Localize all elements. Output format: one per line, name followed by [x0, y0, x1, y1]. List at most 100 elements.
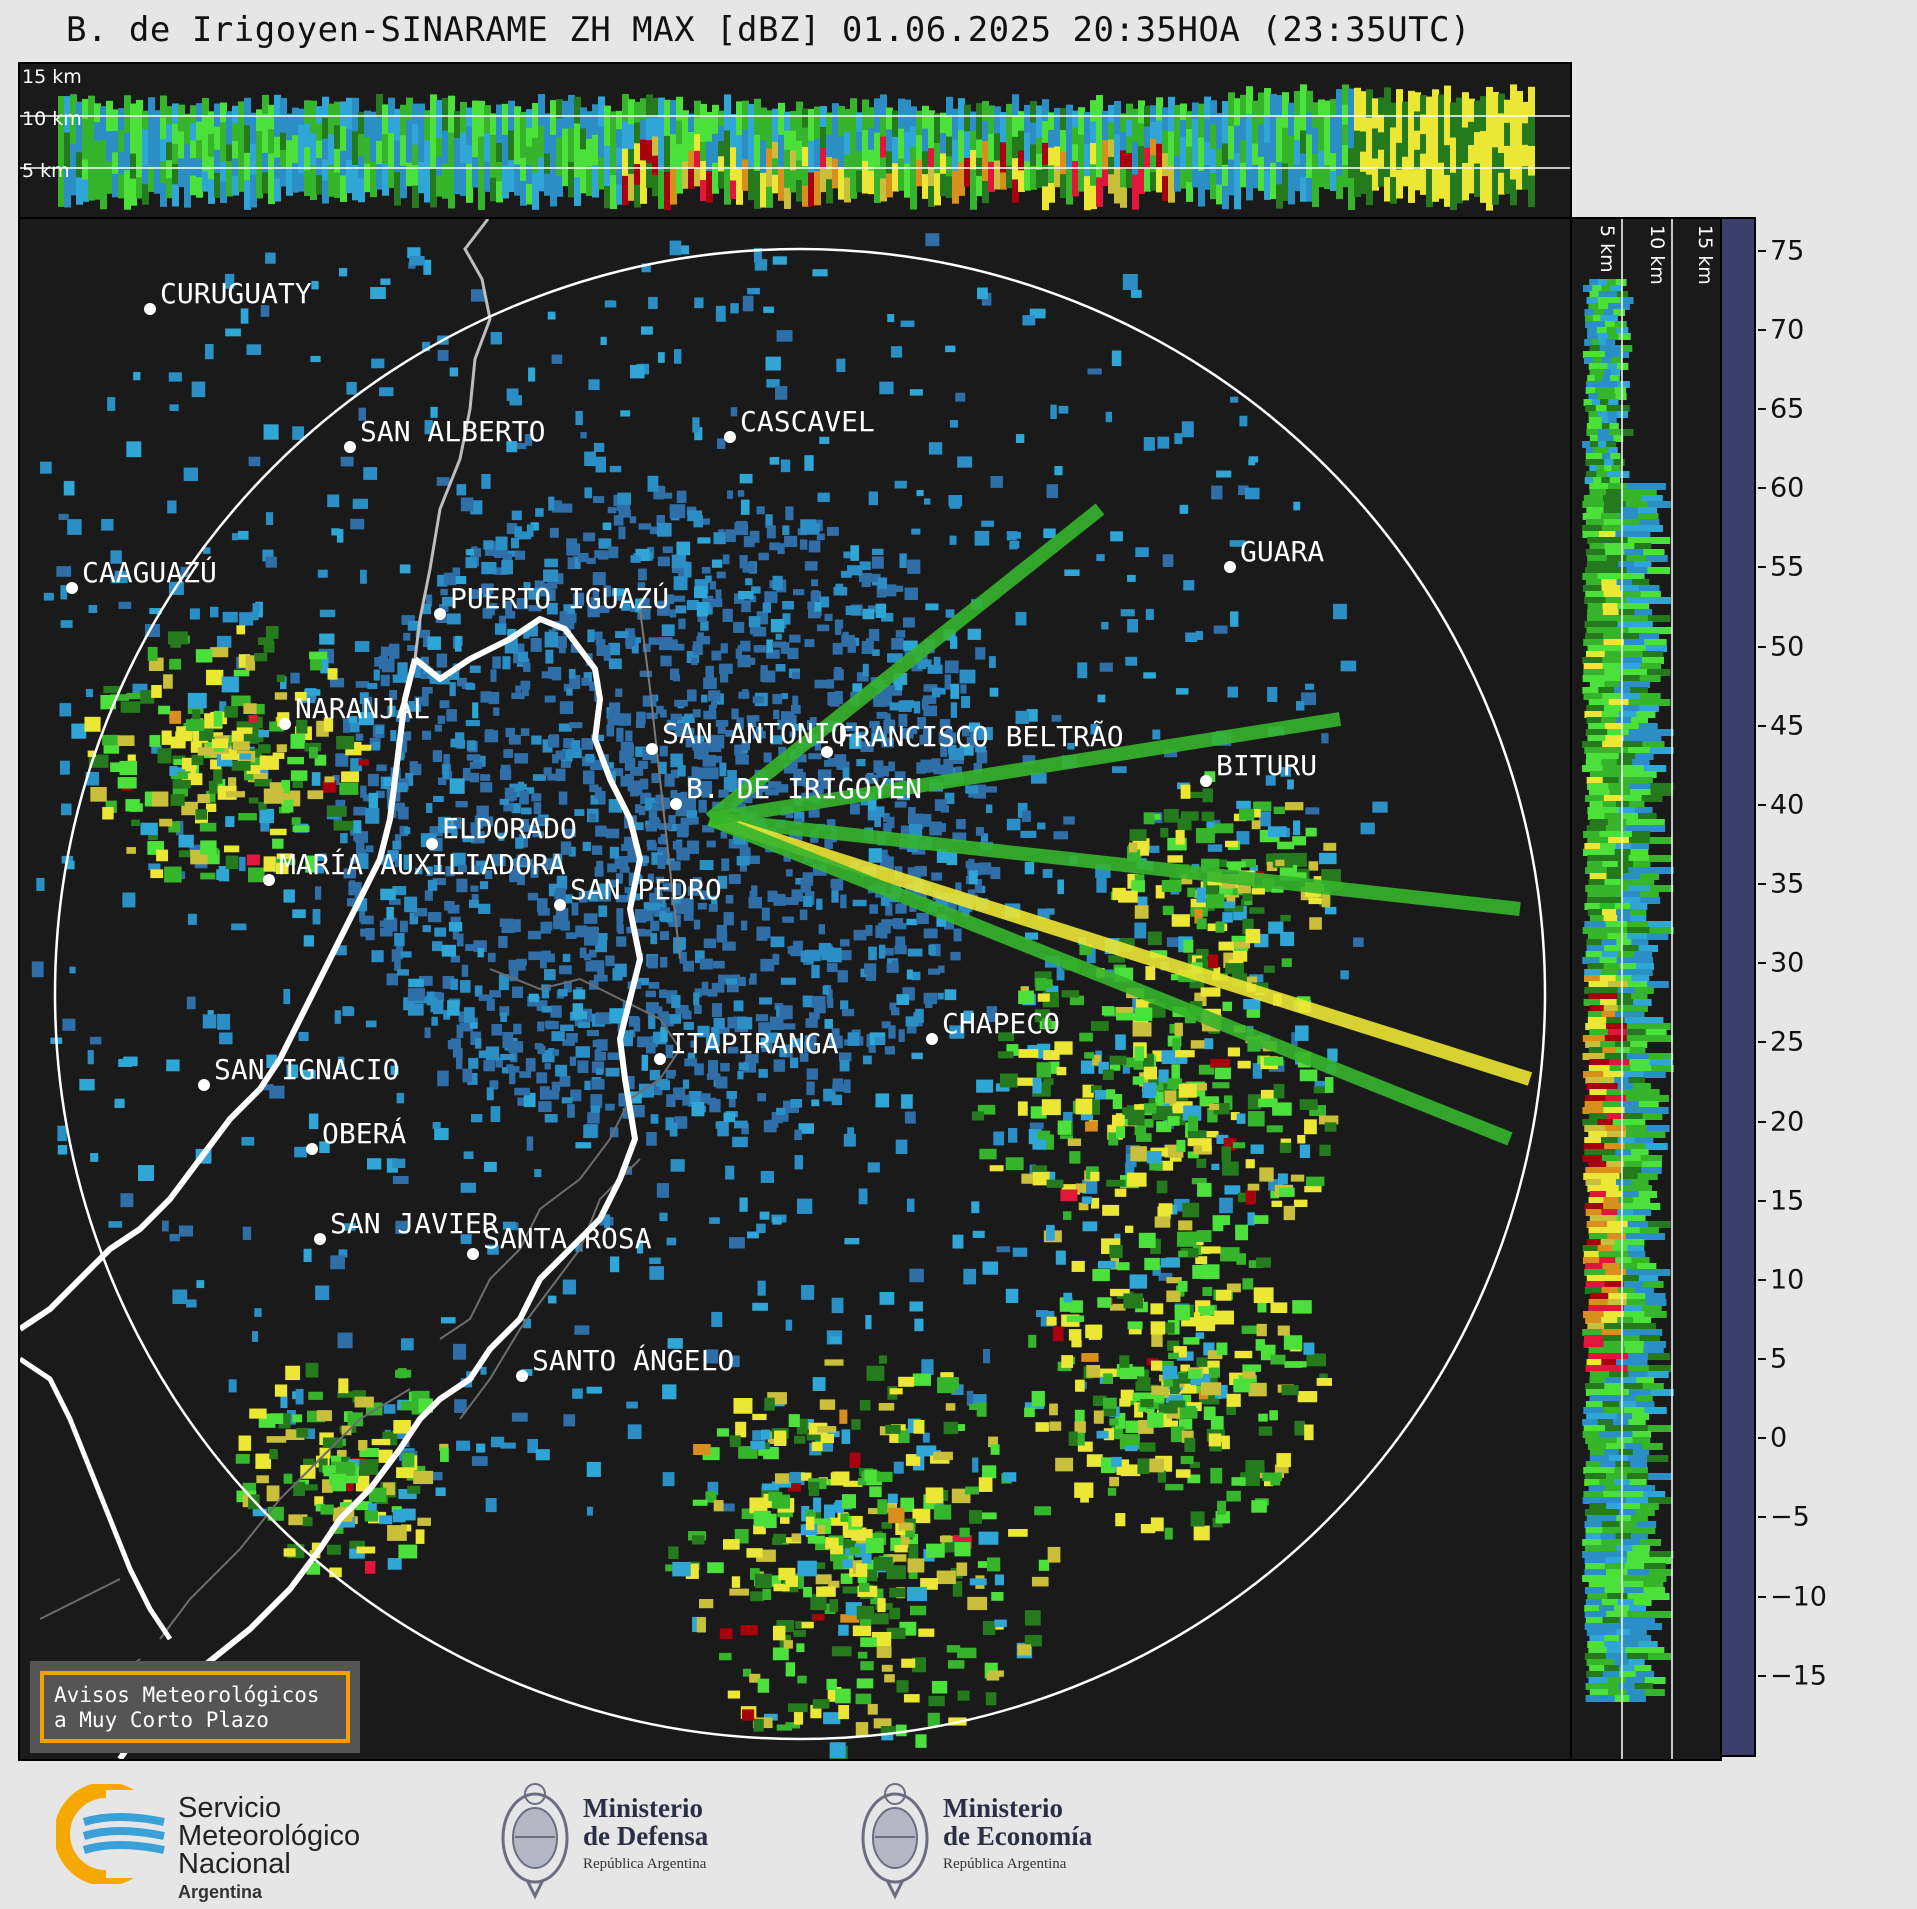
- echo-cell: [114, 570, 128, 584]
- city-marker[interactable]: [314, 1233, 326, 1245]
- echo-cell: [250, 112, 257, 146]
- city-marker[interactable]: [434, 608, 446, 620]
- echo-cell: [566, 538, 578, 550]
- echo-cell: [834, 622, 842, 635]
- city-marker[interactable]: [467, 1248, 479, 1260]
- echo-cell: [1396, 89, 1403, 118]
- city-marker[interactable]: [344, 441, 356, 453]
- city-marker[interactable]: [670, 798, 682, 810]
- echo-cell: [772, 575, 783, 591]
- echo-cell: [697, 902, 707, 910]
- echo-cell: [265, 512, 274, 525]
- echo-cell: [490, 113, 497, 137]
- echo-cell: [527, 1438, 538, 1453]
- echo-cell: [531, 793, 542, 802]
- city-marker[interactable]: [821, 746, 833, 758]
- city-marker[interactable]: [516, 1370, 528, 1382]
- echo-cell: [700, 741, 715, 749]
- city-marker[interactable]: [1224, 561, 1236, 573]
- echo-cell: [443, 1010, 451, 1020]
- echo-cell: [1619, 543, 1637, 550]
- echo-cell: [645, 1042, 656, 1054]
- echo-cell: [1063, 1211, 1072, 1220]
- echo-cell: [431, 1016, 438, 1026]
- echo-cell: [929, 821, 942, 836]
- echo-cell: [305, 1362, 319, 1378]
- notice-box[interactable]: Avisos Meteorológicos a Muy Corto Plazo: [30, 1661, 360, 1753]
- echo-cell: [382, 134, 389, 166]
- echo-cell: [595, 456, 607, 473]
- echo-cell: [688, 131, 695, 153]
- echo-cell: [1181, 1430, 1194, 1443]
- city-marker[interactable]: [646, 743, 658, 755]
- city-marker[interactable]: [279, 718, 291, 730]
- echo-cell: [912, 1373, 931, 1386]
- echo-cell: [1030, 122, 1037, 147]
- city-marker[interactable]: [926, 1033, 938, 1045]
- echo-cell: [1216, 1289, 1232, 1301]
- echo-cell: [387, 705, 396, 717]
- echo-cell: [433, 864, 443, 872]
- echo-cell: [904, 163, 911, 198]
- echo-cell: [1018, 150, 1025, 173]
- echo-cell: [752, 1413, 767, 1421]
- argentina-border-west[interactable]: [20, 658, 418, 1332]
- echo-cell: [669, 504, 686, 519]
- echo-cell: [1171, 914, 1190, 927]
- echo-cell: [298, 173, 305, 192]
- echo-cell: [506, 441, 518, 453]
- city-marker[interactable]: [654, 1053, 666, 1065]
- echo-cell: [884, 1046, 895, 1055]
- echo-cell: [475, 860, 487, 874]
- echo-cell: [221, 753, 240, 760]
- echo-cell: [1258, 92, 1265, 127]
- city-marker[interactable]: [1200, 775, 1212, 787]
- echo-cell: [1149, 1161, 1163, 1171]
- echo-cell: [391, 789, 401, 802]
- echo-cell: [705, 1491, 717, 1503]
- echo-cell: [747, 718, 757, 727]
- echo-cell: [1604, 387, 1617, 394]
- echo-cell: [905, 1454, 921, 1466]
- echo-cell: [1012, 115, 1019, 139]
- echo-cell: [316, 1410, 332, 1422]
- echo-cell: [394, 782, 408, 793]
- city-marker[interactable]: [724, 431, 736, 443]
- echo-cell: [1235, 1224, 1249, 1241]
- echo-cell: [622, 175, 629, 206]
- echo-cell: [868, 946, 877, 961]
- echo-cell: [666, 858, 675, 865]
- echo-cell: [1187, 1130, 1207, 1139]
- city-marker[interactable]: [144, 303, 156, 315]
- echo-cell: [247, 772, 268, 783]
- echo-cell: [238, 160, 245, 192]
- echo-cell: [1190, 1373, 1211, 1386]
- city-marker[interactable]: [554, 899, 566, 911]
- echo-cell: [596, 860, 604, 870]
- echo-cell: [178, 834, 194, 848]
- echo-cell: [224, 706, 238, 718]
- radar-map-panel[interactable]: CURUGUATY SAN ALBERTO CASCAVEL CAAGUAZÚ PUER…: [18, 217, 1572, 1761]
- echo-cell: [783, 1640, 793, 1649]
- echo-cell: [1213, 1103, 1230, 1115]
- echo-cell: [1216, 166, 1223, 187]
- echo-cell: [1084, 112, 1091, 147]
- echo-cell: [536, 1000, 548, 1012]
- city-marker[interactable]: [263, 874, 275, 886]
- echo-cell: [1069, 1151, 1081, 1164]
- echo-cell: [730, 147, 737, 166]
- echo-cell: [552, 853, 563, 861]
- city-marker[interactable]: [306, 1143, 318, 1155]
- city-marker[interactable]: [426, 838, 438, 850]
- echo-cell: [1158, 1203, 1173, 1215]
- echo-cell: [370, 178, 377, 198]
- argentina-border[interactable]: [117, 616, 643, 1759]
- city-marker[interactable]: [66, 582, 78, 594]
- echo-cell: [589, 784, 599, 793]
- echo-cell: [1308, 861, 1319, 871]
- echo-cell: [688, 168, 695, 190]
- echo-cell: [454, 1399, 467, 1413]
- city-marker[interactable]: [198, 1079, 210, 1091]
- echo-cell: [409, 912, 418, 925]
